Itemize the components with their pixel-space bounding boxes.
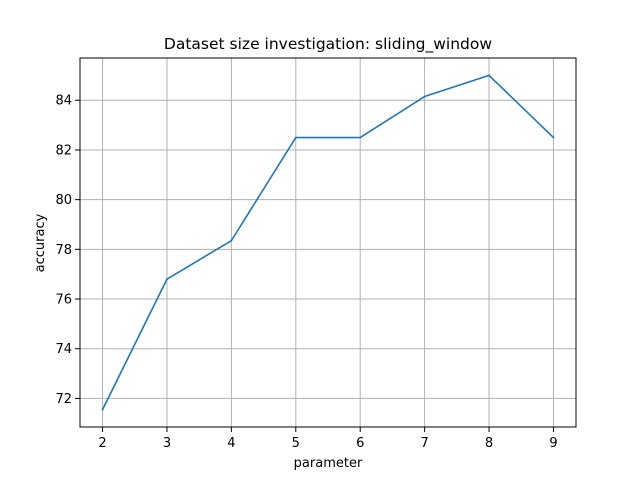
data-point: [230, 239, 233, 242]
data-point: [101, 408, 104, 411]
chart-title: Dataset size investigation: sliding_wind…: [164, 35, 492, 54]
x-tick-label: 3: [163, 436, 171, 451]
x-tick-label: 4: [227, 436, 235, 451]
x-tick-label: 5: [292, 436, 300, 451]
y-tick-label: 84: [55, 94, 72, 109]
series-layer: [101, 74, 555, 411]
x-tick-label: 2: [98, 436, 106, 451]
y-tick-label: 82: [55, 143, 72, 158]
x-tick-label: 9: [549, 436, 557, 451]
data-point: [488, 74, 490, 77]
series-line: [101, 74, 555, 411]
y-axis-label: accuracy: [33, 213, 48, 272]
y-tick-label: 78: [55, 243, 72, 258]
x-axis-label: parameter: [294, 456, 363, 471]
x-tick-label: 8: [485, 436, 493, 451]
data-point: [294, 136, 297, 139]
data-point: [552, 136, 555, 139]
x-tick-label: 6: [356, 436, 364, 451]
y-tick-label: 80: [55, 193, 72, 208]
x-tick-label: 7: [420, 436, 428, 451]
data-point: [423, 95, 426, 98]
data-point: [359, 136, 362, 139]
grid: [80, 58, 576, 427]
y-tick-label: 76: [55, 293, 72, 308]
data-point: [166, 278, 168, 281]
y-tick-label: 74: [55, 342, 72, 357]
plot-frame: [79, 57, 577, 428]
y-tick-label: 72: [55, 392, 72, 407]
